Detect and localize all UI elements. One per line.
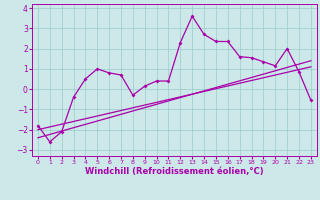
X-axis label: Windchill (Refroidissement éolien,°C): Windchill (Refroidissement éolien,°C) [85, 167, 264, 176]
